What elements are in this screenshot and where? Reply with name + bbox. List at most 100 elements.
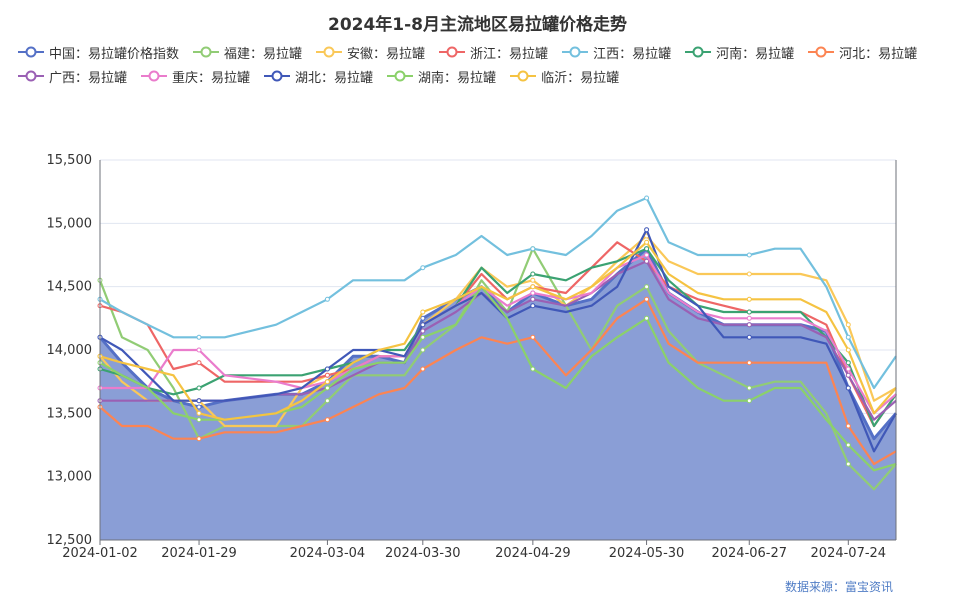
x-tick-label: 2024-01-02 (62, 546, 138, 561)
series-point (420, 334, 426, 340)
legend-line-icon (387, 70, 414, 82)
series-point (530, 366, 536, 372)
series-point (196, 410, 202, 416)
x-tick-label: 2024-03-30 (385, 546, 461, 561)
y-tick-label: 14,500 (47, 280, 93, 295)
legend-line-icon (316, 46, 343, 58)
series-point (530, 296, 536, 302)
legend-item[interactable]: 河南：易拉罐 (685, 43, 794, 62)
legend-label: 临沂：易拉罐 (541, 70, 620, 86)
series-point (644, 258, 650, 264)
y-tick-label: 14,000 (47, 343, 93, 358)
x-tick-label: 2024-05-30 (609, 546, 685, 561)
legend-line-icon (264, 70, 291, 82)
legend-row: 中国：易拉罐价格指数 福建：易拉罐 安徽：易拉罐 浙江：易拉罐 江西：易拉罐 河南：易拉罐… (18, 40, 948, 64)
series-point (530, 271, 536, 277)
legend-row: 广西：易拉罐 重庆：易拉罐 湖北：易拉罐 湖南：易拉罐 临沂：易拉罐 (18, 64, 948, 88)
legend-label: 湖南：易拉罐 (418, 70, 497, 86)
series-point (644, 315, 650, 321)
series-point (845, 372, 851, 378)
series-point (324, 385, 330, 391)
legend-item[interactable]: 广西：易拉罐 (18, 67, 127, 86)
series-point (324, 379, 330, 385)
series-point (196, 436, 202, 442)
legend-item[interactable]: 江西：易拉罐 (562, 43, 671, 62)
series-point (196, 417, 202, 423)
series-point (746, 385, 752, 391)
series-point (530, 290, 536, 296)
series-point (845, 385, 851, 391)
index-area (100, 248, 896, 540)
series-point (644, 296, 650, 302)
series-line (99, 298, 897, 466)
legend-item[interactable]: 福建：易拉罐 (193, 43, 302, 62)
chart-title: 2024年1-8月主流地区易拉罐价格走势 (327, 15, 628, 35)
legend-label: 安徽：易拉罐 (347, 46, 426, 62)
legend-line-icon (510, 70, 537, 82)
series-point (845, 461, 851, 467)
series-point (845, 366, 851, 372)
legend-item[interactable]: 重庆：易拉罐 (141, 67, 250, 86)
series-point (324, 372, 330, 378)
series-point (746, 271, 752, 277)
data-source-note: 数据来源：富宝资讯 (784, 580, 893, 594)
series-point (746, 296, 752, 302)
legend-item[interactable]: 临沂：易拉罐 (510, 67, 619, 86)
series-point (196, 385, 202, 391)
legend-line-icon (18, 70, 44, 82)
series-point (530, 284, 536, 290)
series-point (845, 334, 851, 340)
legend-label: 广西：易拉罐 (49, 70, 128, 86)
legend-item[interactable]: 湖南：易拉罐 (387, 67, 496, 86)
series-line (100, 253, 897, 415)
y-tick-label: 15,000 (47, 216, 93, 231)
legend-line-icon (193, 46, 220, 58)
legend-item[interactable]: 河北：易拉罐 (808, 43, 917, 62)
y-tick-label: 12,500 (47, 533, 93, 548)
series-point (746, 315, 752, 321)
legend-item[interactable]: 浙江：易拉罐 (439, 43, 548, 62)
series-point (196, 404, 202, 410)
series-point (644, 246, 650, 252)
y-tick-label: 13,500 (47, 406, 93, 421)
series-point (845, 347, 851, 353)
legend-label: 湖北：易拉罐 (295, 70, 374, 86)
legend-line-icon (562, 46, 589, 58)
x-tick-label: 2024-06-27 (711, 546, 787, 561)
legend-label: 福建：易拉罐 (224, 46, 303, 62)
legend-line-icon (685, 46, 712, 58)
series-point (196, 347, 202, 353)
x-tick-label: 2024-03-04 (290, 546, 366, 561)
legend-label: 重庆：易拉罐 (172, 70, 251, 86)
legend-label: 江西：易拉罐 (593, 46, 672, 62)
series-point (644, 195, 650, 201)
series-point (746, 252, 752, 258)
legend-item[interactable]: 安徽：易拉罐 (316, 43, 425, 62)
series-point (420, 328, 426, 334)
series-point (644, 284, 650, 290)
legend-label: 河北：易拉罐 (839, 46, 918, 62)
series-point (746, 334, 752, 340)
chart-legend: 中国：易拉罐价格指数 福建：易拉罐 安徽：易拉罐 浙江：易拉罐 江西：易拉罐 河南：易拉罐… (18, 40, 948, 88)
series-line (99, 234, 897, 428)
series-point (845, 423, 851, 429)
series-point (845, 360, 851, 366)
legend-label: 浙江：易拉罐 (470, 46, 549, 62)
y-tick-label: 13,000 (47, 470, 93, 485)
series-point (420, 366, 426, 372)
series-point (324, 398, 330, 404)
series-point (420, 322, 426, 328)
series-point (324, 417, 330, 423)
series-point (845, 442, 851, 448)
legend-line-icon (808, 46, 835, 58)
legend-item[interactable]: 湖北：易拉罐 (264, 67, 373, 86)
series-point (746, 398, 752, 404)
x-tick-label: 2024-01-29 (161, 546, 237, 561)
series-point (746, 309, 752, 315)
series-point (324, 366, 330, 372)
series-point (644, 239, 650, 245)
series-point (420, 309, 426, 315)
legend-item[interactable]: 中国：易拉罐价格指数 (18, 43, 179, 62)
x-tick-label: 2024-04-29 (495, 546, 571, 561)
